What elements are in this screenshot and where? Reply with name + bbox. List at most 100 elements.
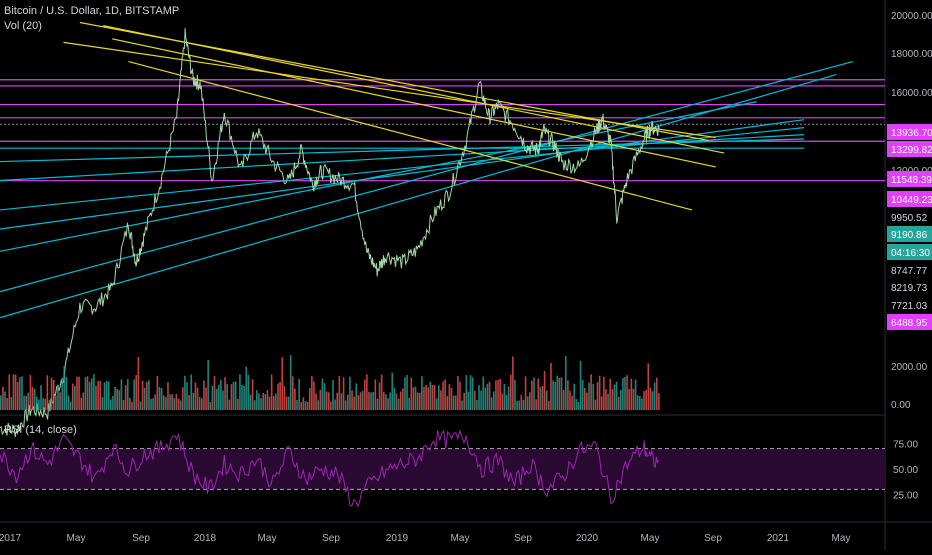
rsi-axis-tick-label: 50.00: [893, 465, 918, 476]
trendline: [128, 60, 693, 211]
volume-bar: [71, 383, 74, 410]
volume-bar: [423, 386, 425, 410]
volume-bar: [501, 393, 504, 410]
time-axis-tick-label: May: [451, 533, 470, 544]
volume-bar: [124, 385, 127, 410]
volume-bar: [211, 385, 214, 410]
time-axis-tick-label: Sep: [132, 533, 150, 544]
price-label-badge: [887, 124, 932, 140]
volume-bar: [122, 400, 125, 410]
volume-bar: [184, 375, 186, 410]
rsi-series-line: [0, 429, 659, 508]
volume-bar: [351, 390, 353, 410]
volume-bar: [80, 397, 83, 410]
volume-bar: [133, 379, 135, 410]
volume-bar: [256, 390, 258, 410]
time-axis-tick-label: 2021: [767, 533, 790, 544]
volume-bar: [609, 378, 611, 410]
volume-bar: [126, 379, 129, 410]
volume-bar: [518, 400, 521, 410]
volume-bar: [480, 390, 482, 410]
volume-bar: [503, 384, 506, 410]
volume-bar: [363, 379, 366, 410]
volume-bar: [245, 366, 248, 410]
volume-bar: [129, 397, 131, 410]
volume-bar: [131, 401, 133, 410]
volume-bar: [110, 399, 112, 410]
channel-line: [0, 119, 805, 230]
volume-bar: [230, 384, 233, 410]
volume-bar: [31, 386, 34, 410]
volume-bar: [241, 384, 243, 410]
volume-bar: [531, 380, 533, 410]
volume-bar: [253, 400, 256, 410]
volume-bar: [61, 377, 63, 410]
volume-bar: [626, 375, 628, 410]
volume-bar: [450, 387, 453, 410]
volume-bar: [488, 381, 491, 410]
volume-bar: [154, 394, 157, 410]
volume-bar: [67, 395, 70, 410]
volume-bar: [59, 392, 61, 410]
volume-bar: [213, 376, 216, 410]
volume-bar: [476, 400, 478, 410]
volume-bar: [624, 376, 626, 410]
volume-bar: [520, 394, 523, 410]
volume-bar: [207, 359, 209, 410]
volume-bar: [285, 396, 288, 410]
volume-bar: [607, 393, 609, 410]
volume-bar: [399, 391, 402, 410]
volume-bar: [247, 374, 250, 410]
volume-bar: [48, 400, 51, 410]
volume-bar: [444, 379, 446, 410]
volume-bar: [459, 381, 461, 410]
volume-bar: [90, 378, 93, 410]
volume-bar: [639, 396, 641, 410]
volume-bar: [429, 381, 432, 410]
volume-bar: [613, 384, 616, 410]
volume-bar: [306, 401, 309, 410]
volume-bar: [562, 389, 565, 410]
chart-header: Bitcoin / U.S. Dollar, 1D, BITSTAMP Vol …: [4, 4, 179, 34]
volume-bar: [38, 399, 40, 410]
volume-bar: [611, 389, 614, 410]
volume-bar: [393, 387, 396, 410]
volume-bar: [370, 392, 372, 410]
price-axis-tick-label: 20000.00: [891, 11, 932, 22]
channel-line: [0, 138, 805, 163]
volume-bar: [484, 387, 487, 410]
volume-bar: [135, 375, 138, 410]
channel-line: [0, 101, 757, 252]
volume-bar: [317, 400, 319, 410]
volume-bar: [490, 397, 493, 410]
volume-bar: [482, 376, 485, 410]
volume-bar: [598, 375, 601, 410]
volume-bar: [461, 400, 463, 410]
volume-bar: [410, 377, 413, 410]
volume-bar: [497, 379, 499, 410]
volume-bar: [433, 384, 436, 410]
volume-bar: [376, 398, 379, 410]
volume-bar: [236, 398, 239, 410]
volume-bar: [469, 375, 472, 410]
volume-bar: [270, 374, 273, 410]
volume-bar: [243, 385, 245, 410]
volume-bar: [116, 388, 118, 410]
volume-bar: [304, 401, 307, 410]
volume-bar: [465, 375, 468, 410]
volume-bar: [21, 376, 23, 410]
volume-bar: [528, 392, 531, 410]
volume-bar: [228, 399, 231, 410]
volume-bar: [372, 392, 375, 410]
volume-bar: [541, 385, 544, 410]
volume-bar: [16, 382, 19, 410]
volume-bar: [590, 374, 592, 410]
volume-bar: [300, 401, 303, 410]
volume-bar: [171, 394, 173, 410]
volume-bar: [507, 386, 510, 410]
price-label-badge: [887, 141, 932, 157]
volume-bar: [554, 381, 556, 410]
rsi-axis-tick-label: 25.00: [893, 491, 918, 502]
